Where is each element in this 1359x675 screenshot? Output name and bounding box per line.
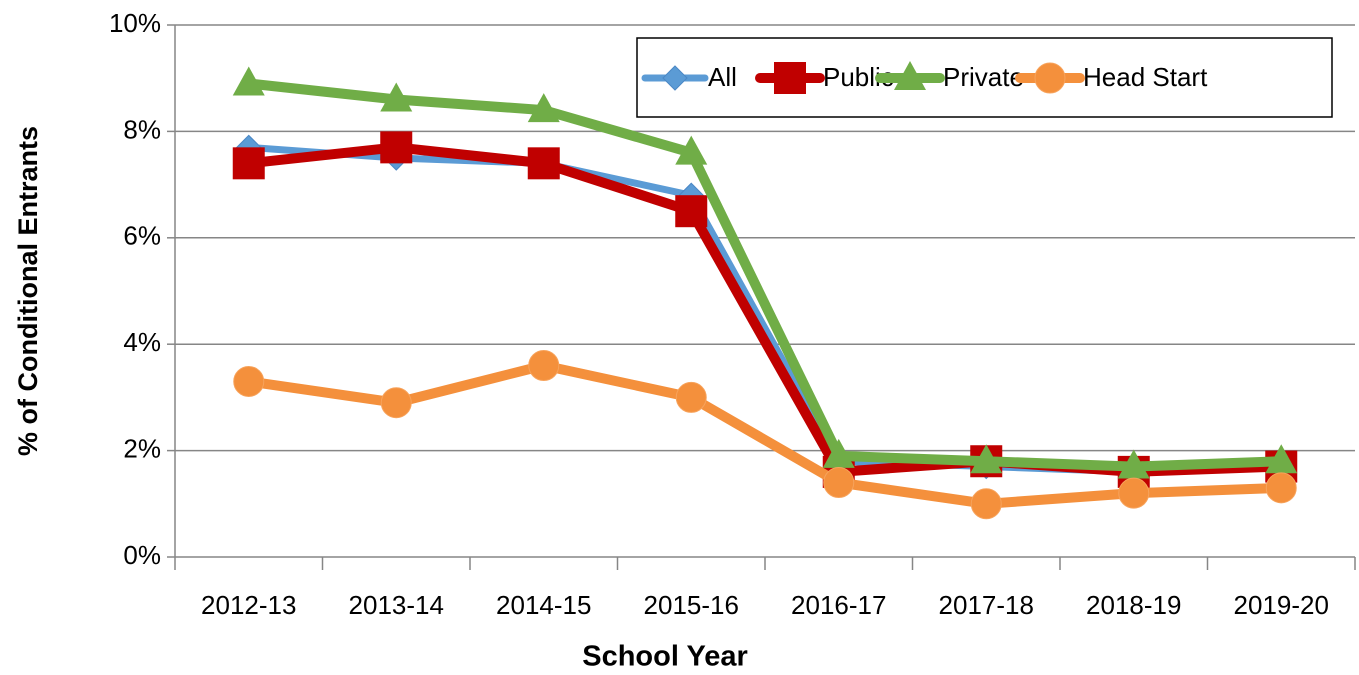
x-tick-label: 2012-13 — [201, 590, 296, 620]
legend-marker — [1034, 62, 1066, 94]
y-tick-label: 8% — [123, 114, 161, 144]
data-point — [970, 488, 1002, 520]
y-tick-label: 4% — [123, 327, 161, 357]
y-tick-label: 2% — [123, 433, 161, 463]
data-point — [1265, 472, 1297, 504]
x-axis-label: School Year — [582, 641, 748, 673]
data-point — [675, 381, 707, 413]
x-tick-label: 2016-17 — [791, 590, 886, 620]
data-point — [380, 387, 412, 419]
legend-label: All — [708, 62, 737, 92]
legend-label: Private — [943, 62, 1024, 92]
x-tick-label: 2013-14 — [349, 590, 444, 620]
data-point — [675, 135, 708, 165]
legend-marker — [894, 61, 926, 90]
data-point — [1117, 449, 1150, 479]
data-point — [527, 93, 560, 123]
data-point — [675, 195, 708, 228]
data-point — [232, 66, 265, 96]
legend-marker — [774, 62, 806, 94]
series-line — [248, 78, 1282, 472]
legend — [636, 37, 1333, 118]
data-point — [823, 467, 855, 499]
data-point — [380, 82, 413, 112]
x-tick-label: 2018-19 — [1086, 590, 1181, 620]
x-tick-label: 2017-18 — [939, 590, 1034, 620]
series-line — [248, 360, 1282, 509]
legend-marker — [662, 65, 688, 91]
y-tick-label: 0% — [123, 540, 161, 570]
data-point — [822, 438, 855, 468]
data-point — [233, 365, 265, 397]
data-point — [1265, 444, 1298, 474]
data-point — [528, 349, 560, 381]
data-point — [1118, 477, 1150, 509]
legend-label: Head Start — [1083, 62, 1208, 92]
x-tick-label: 2014-15 — [496, 590, 591, 620]
data-point — [970, 444, 1003, 474]
x-tick-label: 2019-20 — [1234, 590, 1329, 620]
y-axis-label: % of Conditional Entrants — [13, 126, 43, 456]
x-tick-label: 2015-16 — [644, 590, 739, 620]
y-tick-label: 10% — [109, 8, 161, 38]
data-point — [380, 131, 413, 164]
data-point — [232, 147, 265, 180]
y-tick-label: 6% — [123, 221, 161, 251]
data-point — [527, 147, 560, 180]
